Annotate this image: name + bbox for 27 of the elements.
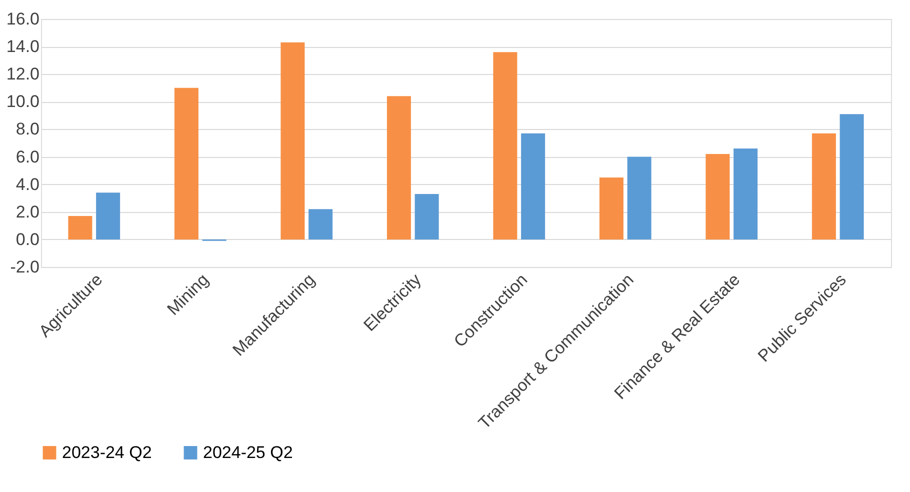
y-tick-label: 0.0 [16,230,40,249]
bar [812,133,836,240]
bar [599,177,624,240]
bar [96,192,120,240]
legend-label: 2024-25 Q2 [203,442,293,462]
bar [280,42,305,240]
y-tick-label: -2.0 [10,258,40,276]
y-tick-label: 6.0 [16,147,40,166]
bar [840,114,864,240]
y-tick-label: 4.0 [16,174,40,194]
y-tick-label: 12.0 [6,64,40,84]
y-tick-label: 8.0 [16,120,40,139]
bar [706,154,730,240]
y-tick-label: 10.0 [6,92,40,112]
y-tick-label: 16.0 [6,10,40,28]
y-tick-label: 2.0 [16,202,40,222]
bar [68,216,92,240]
y-tick-label: 14.0 [6,37,40,56]
bar [734,148,758,240]
legend-label: 2023-24 Q2 [62,442,152,462]
bar [414,194,439,240]
bar [386,96,411,240]
bar [493,52,518,240]
bar [521,133,546,240]
bar [627,156,652,240]
bar [308,209,333,240]
bar [174,88,198,240]
